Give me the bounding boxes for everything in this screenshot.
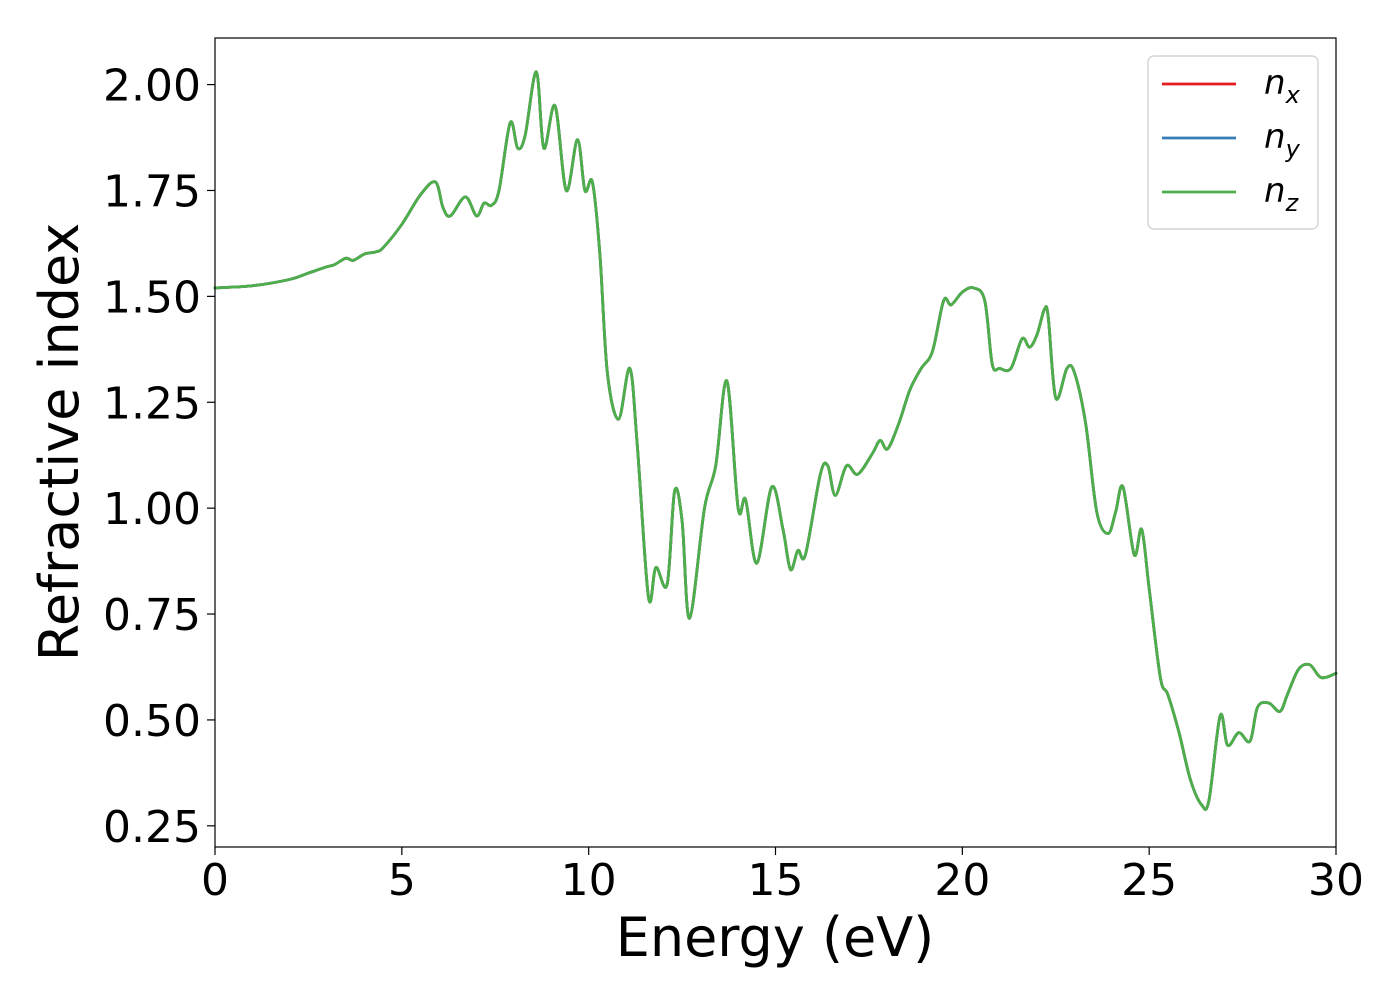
x-tick-label: 15 — [748, 855, 804, 906]
legend-box — [1147, 55, 1319, 230]
x-axis-title: Energy (eV) — [616, 906, 935, 969]
x-tick-label: 10 — [561, 855, 617, 906]
y-axis: 0.25 0.50 0.75 1.00 1.25 1.50 1.75 2.00 — [103, 61, 215, 853]
x-tick-label: 30 — [1308, 855, 1364, 906]
legend-label-base: n — [1264, 117, 1286, 157]
legend-label-nz: nz — [1264, 171, 1300, 217]
y-tick-label: 0.75 — [103, 590, 201, 641]
legend-label-base: n — [1264, 171, 1286, 211]
y-tick-label: 1.00 — [103, 484, 201, 535]
legend-label-subscript: z — [1285, 189, 1300, 217]
series-line-nz — [213, 70, 1338, 811]
x-tick-label: 5 — [388, 855, 416, 906]
legend-label-subscript: x — [1285, 81, 1301, 109]
y-tick-label: 1.50 — [103, 272, 201, 323]
y-tick-label: 0.25 — [103, 802, 201, 853]
x-axis: 0 5 10 15 20 25 30 — [201, 847, 1364, 906]
y-axis-title: Refractive index — [28, 223, 91, 662]
y-tick-label: 1.25 — [103, 378, 201, 429]
legend-label-base: n — [1264, 63, 1286, 103]
x-tick-label: 25 — [1121, 855, 1177, 906]
y-tick-label: 2.00 — [103, 61, 201, 112]
legend-label-nx: nx — [1264, 63, 1301, 109]
legend-label-subscript: y — [1285, 135, 1301, 163]
x-tick-label: 20 — [934, 855, 990, 906]
legend-label-ny: ny — [1264, 117, 1301, 163]
y-tick-label: 0.50 — [103, 696, 201, 747]
y-tick-label: 1.75 — [103, 166, 201, 217]
series-layer — [213, 70, 1338, 811]
x-tick-label: 0 — [201, 855, 229, 906]
